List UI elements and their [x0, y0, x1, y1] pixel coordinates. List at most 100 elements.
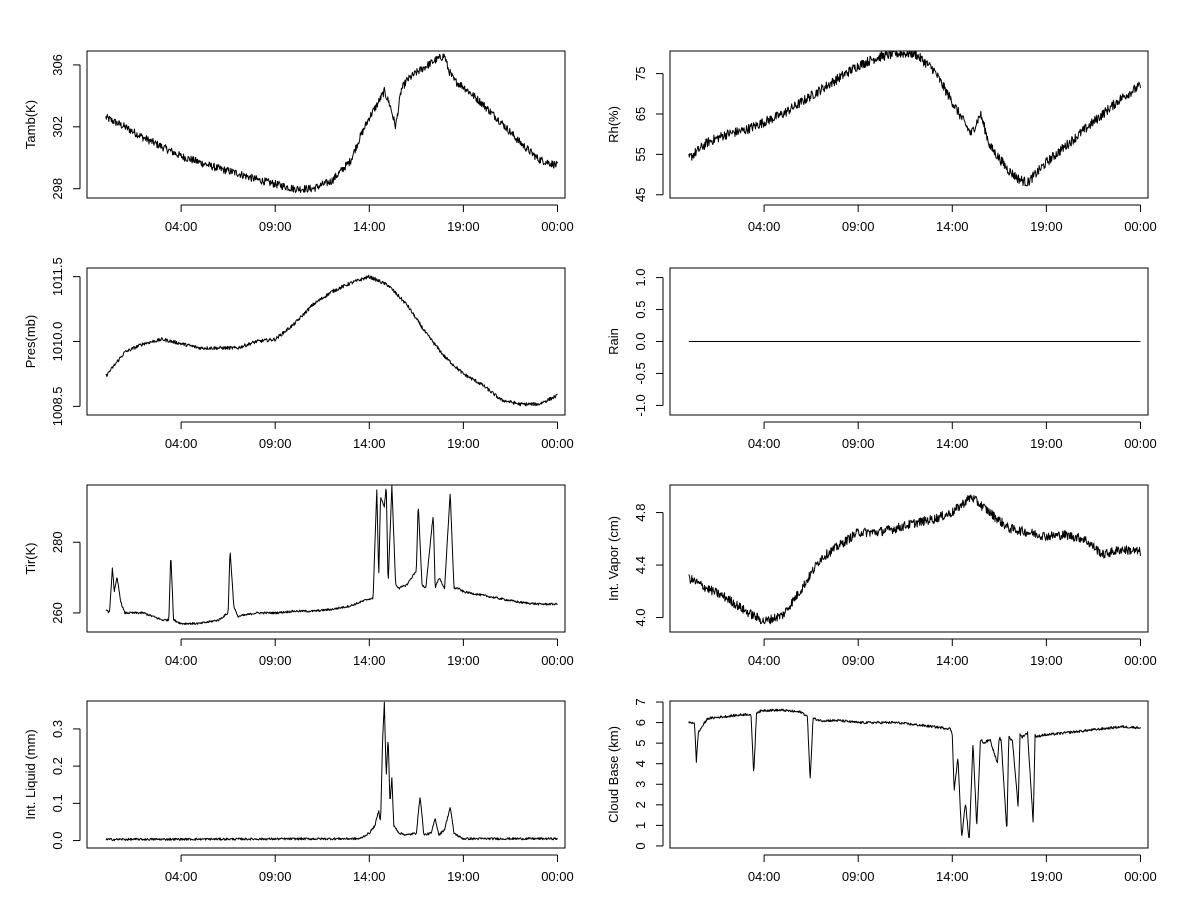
- liquid-x-tick-label: 19:00: [447, 869, 480, 884]
- tir-plot-frame: [86, 484, 566, 633]
- panel-vapor: 04:00 09:00 14:00 19:00 00:00 4.0 4.4 4.8 Int. V…: [606, 484, 1157, 668]
- rh-y-tick-label: 45: [633, 188, 648, 202]
- pres-x-tick-label: 14:00: [353, 436, 386, 451]
- tamb-plot-frame: [86, 50, 566, 199]
- rain-y-tick-label: 0.0: [633, 332, 648, 350]
- cloudbase-x-tick-label: 00:00: [1124, 869, 1157, 884]
- rain-y-axis-title: Rain: [606, 328, 621, 355]
- tir-x-tick-label: 00:00: [541, 653, 574, 668]
- pres-y-tick-label: 1010.0: [50, 322, 65, 362]
- cloudbase-y-tick-label: 5: [633, 740, 648, 747]
- tir-x-tick-label: 09:00: [259, 653, 292, 668]
- tamb-x-tick-label: 04:00: [165, 219, 198, 234]
- vapor-y-tick-label: 4.8: [633, 504, 648, 522]
- vapor-series-line: [688, 494, 1141, 625]
- rh-y-tick-label: 75: [633, 66, 648, 80]
- tir-x-tick-label: 04:00: [165, 653, 198, 668]
- liquid-y-axis-title: Int. Liquid (mm): [23, 729, 38, 819]
- rh-x-tick-label: 19:00: [1030, 219, 1063, 234]
- vapor-x-tick-label: 09:00: [842, 653, 875, 668]
- cloudbase-y-tick-label: 0: [633, 842, 648, 849]
- tamb-y-axis-title: Tamb(K): [23, 100, 38, 149]
- vapor-y-tick-label: 4.4: [633, 556, 648, 574]
- pres-x-tick-label: 04:00: [165, 436, 198, 451]
- pres-y-tick-label: 1008.5: [50, 386, 65, 426]
- panel-liquid: 04:00 09:00 14:00 19:00 00:00 0.0 0.1 0.2 0.3 Int…: [23, 700, 574, 884]
- liquid-y-tick-label: 0.3: [50, 720, 65, 738]
- pres-plot-frame: [86, 267, 566, 416]
- rh-y-tick-label: 55: [633, 147, 648, 161]
- panel-tamb: 04:00 09:00 14:00 19:00 00:00 298 302 306 Tamb(K…: [23, 50, 574, 234]
- panel-rain: 04:00 09:00 14:00 19:00 00:00 -1.0 -0.5 0.0 0.5 1…: [606, 267, 1157, 451]
- rh-y-axis-title: Rh(%): [606, 106, 621, 143]
- tir-series-line: [105, 485, 558, 626]
- liquid-y-tick-label: 0.0: [50, 832, 65, 850]
- vapor-plot-frame: [669, 484, 1149, 633]
- tamb-y-tick-label: 298: [50, 178, 65, 200]
- panel-pres: 04:00 09:00 14:00 19:00 00:00 1008.5 1010.0 101…: [23, 257, 574, 451]
- cloudbase-x-tick-label: 14:00: [936, 869, 969, 884]
- vapor-y-axis-title: Int. Vapor (cm): [606, 516, 621, 601]
- pres-x-tick-label: 09:00: [259, 436, 292, 451]
- pres-x-tick-label: 00:00: [541, 436, 574, 451]
- rain-x-tick-label: 19:00: [1030, 436, 1063, 451]
- pres-x-tick-label: 19:00: [447, 436, 480, 451]
- rh-x-tick-label: 00:00: [1124, 219, 1157, 234]
- liquid-x-tick-label: 14:00: [353, 869, 386, 884]
- liquid-plot-frame: [86, 700, 566, 849]
- cloudbase-y-tick-label: 2: [633, 801, 648, 808]
- liquid-y-tick-label: 0.1: [50, 794, 65, 812]
- liquid-y-tick-label: 0.2: [50, 757, 65, 775]
- tamb-series-line: [105, 53, 558, 193]
- rain-x-tick-label: 04:00: [748, 436, 781, 451]
- cloudbase-y-tick-label: 3: [633, 781, 648, 788]
- tamb-y-tick-label: 302: [50, 116, 65, 138]
- tamb-x-tick-label: 14:00: [353, 219, 386, 234]
- cloudbase-y-axis-title: Cloud Base (km): [606, 726, 621, 823]
- vapor-x-tick-label: 00:00: [1124, 653, 1157, 668]
- rain-y-tick-label: 1.0: [633, 269, 648, 287]
- rh-y-tick-label: 65: [633, 107, 648, 121]
- pres-y-axis-title: Pres(mb): [23, 315, 38, 368]
- cloudbase-plot-frame: [669, 700, 1149, 849]
- cloudbase-y-tick-label: 6: [633, 719, 648, 726]
- tir-y-tick-label: 280: [50, 531, 65, 553]
- panel-rh: 04:00 09:00 14:00 19:00 00:00 45 55 65 75 Rh(%): [606, 50, 1157, 234]
- panel-cloudbase: 04:00 09:00 14:00 19:00 00:00 0 1 2 3 4 5 6 7 Cloud B…: [606, 698, 1157, 884]
- cloudbase-x-tick-label: 19:00: [1030, 869, 1063, 884]
- cloudbase-x-tick-label: 04:00: [748, 869, 781, 884]
- rh-series-line: [688, 50, 1141, 187]
- rh-x-tick-label: 04:00: [748, 219, 781, 234]
- tamb-y-tick-label: 306: [50, 54, 65, 76]
- vapor-x-tick-label: 19:00: [1030, 653, 1063, 668]
- vapor-y-tick-label: 4.0: [633, 609, 648, 627]
- tir-x-tick-label: 14:00: [353, 653, 386, 668]
- rain-y-tick-label: -0.5: [633, 362, 648, 384]
- tir-x-tick-label: 19:00: [447, 653, 480, 668]
- liquid-x-tick-label: 00:00: [541, 869, 574, 884]
- tir-y-tick-label: 260: [50, 602, 65, 624]
- liquid-x-tick-label: 09:00: [259, 869, 292, 884]
- vapor-x-tick-label: 04:00: [748, 653, 781, 668]
- liquid-series-line: [105, 701, 558, 842]
- tamb-x-tick-label: 19:00: [447, 219, 480, 234]
- cloudbase-y-tick-label: 1: [633, 822, 648, 829]
- cloudbase-x-tick-label: 09:00: [842, 869, 875, 884]
- tamb-x-tick-label: 09:00: [259, 219, 292, 234]
- rain-y-tick-label: 0.5: [633, 301, 648, 319]
- rain-x-tick-label: 00:00: [1124, 436, 1157, 451]
- tamb-x-tick-label: 00:00: [541, 219, 574, 234]
- pres-y-tick-label: 1011.5: [50, 257, 65, 296]
- rh-x-tick-label: 14:00: [936, 219, 969, 234]
- rh-plot-frame: [669, 50, 1149, 199]
- rh-x-tick-label: 09:00: [842, 219, 875, 234]
- rain-x-tick-label: 14:00: [936, 436, 969, 451]
- rain-y-tick-label: -1.0: [633, 394, 648, 416]
- cloudbase-y-tick-label: 4: [633, 760, 648, 767]
- tir-y-axis-title: Tir(K): [23, 542, 38, 574]
- vapor-x-tick-label: 14:00: [936, 653, 969, 668]
- cloudbase-series-line: [688, 708, 1141, 839]
- rain-plot-frame: [669, 267, 1149, 416]
- liquid-x-tick-label: 04:00: [165, 869, 198, 884]
